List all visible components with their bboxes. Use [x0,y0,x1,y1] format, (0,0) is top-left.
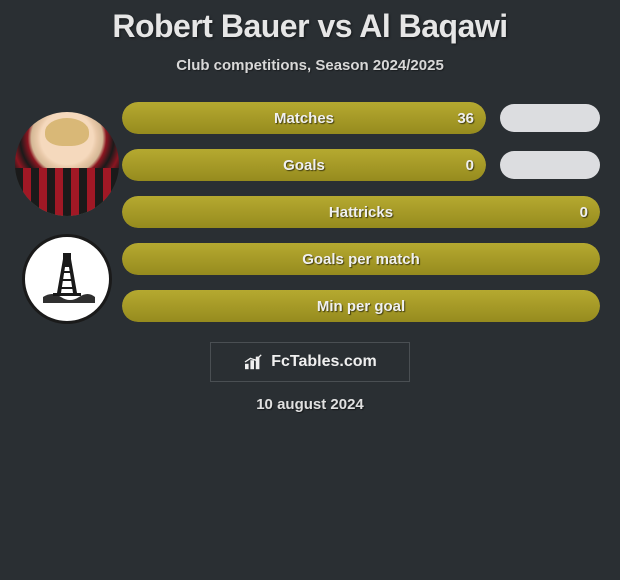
comparison-pill [500,151,600,179]
page-subtitle: Club competitions, Season 2024/2025 [0,57,620,74]
avatar-column [12,102,122,324]
stat-value: 0 [466,149,474,181]
stat-label: Goals per match [122,243,600,275]
club-badge-albaqawi [22,234,112,324]
stat-value: 36 [457,102,474,134]
stat-row: Goals0 [122,149,600,181]
stat-row: Hattricks0 [122,196,600,228]
infographic-container: Robert Bauer vs Al Baqawi Club competiti… [0,0,620,413]
stat-bar: Goals0 [122,149,486,181]
oil-derrick-icon [37,249,97,309]
brand-badge: FcTables.com [210,342,410,382]
date-text: 10 august 2024 [256,396,364,413]
stat-bar: Goals per match [122,243,600,275]
comparison-pill [500,104,600,132]
brand-text: FcTables.com [271,353,377,371]
stat-label: Min per goal [122,290,600,322]
stat-row: Min per goal [122,290,600,322]
chart-icon [243,353,265,371]
stat-row: Goals per match [122,243,600,275]
stat-row: Matches36 [122,102,600,134]
footer: FcTables.com 10 august 2024 [0,342,620,413]
stat-bar: Hattricks0 [122,196,600,228]
stats-column: Matches36Goals0Hattricks0Goals per match… [122,102,608,324]
stat-bar: Matches36 [122,102,486,134]
page-title: Robert Bauer vs Al Baqawi [0,8,620,45]
player-avatar-bauer [15,112,119,216]
main-content: Matches36Goals0Hattricks0Goals per match… [0,102,620,324]
stat-label: Matches [122,102,486,134]
stat-label: Hattricks [122,196,600,228]
stat-bar: Min per goal [122,290,600,322]
stat-label: Goals [122,149,486,181]
stat-value: 0 [580,196,588,228]
